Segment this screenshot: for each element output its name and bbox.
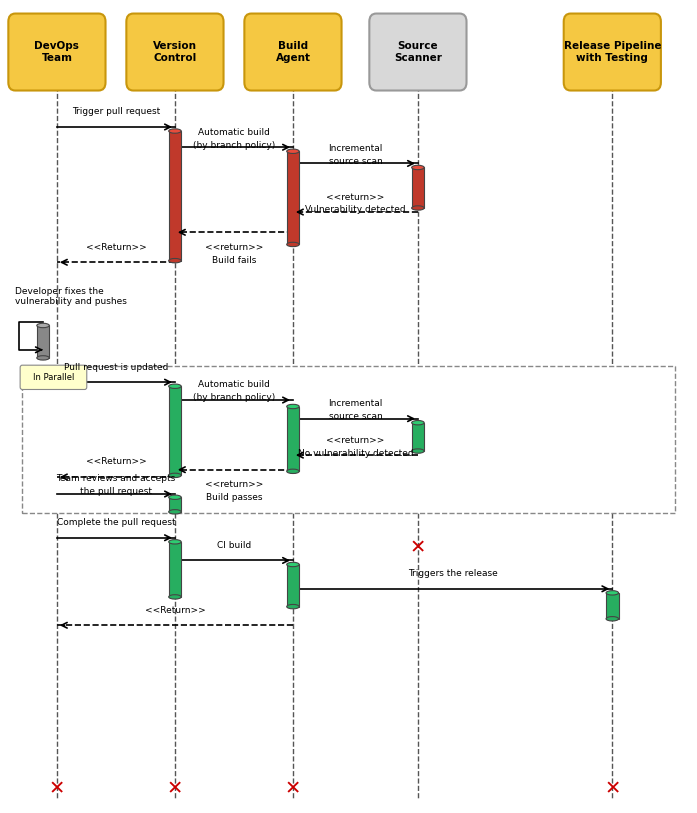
Ellipse shape — [169, 473, 181, 477]
Text: CI build: CI build — [217, 541, 251, 550]
Text: Source
Scanner: Source Scanner — [394, 41, 442, 63]
Ellipse shape — [412, 206, 424, 211]
Text: Build fails: Build fails — [212, 256, 256, 265]
Text: Version
Control: Version Control — [153, 41, 197, 63]
Text: DevOps
Team: DevOps Team — [34, 41, 79, 63]
Bar — [412, 167, 424, 208]
Ellipse shape — [169, 128, 181, 133]
Ellipse shape — [286, 469, 299, 473]
Ellipse shape — [412, 449, 424, 454]
Ellipse shape — [606, 591, 618, 595]
Ellipse shape — [286, 149, 299, 154]
FancyBboxPatch shape — [8, 14, 105, 90]
Bar — [606, 593, 618, 619]
Bar — [169, 386, 181, 476]
Text: ✕: ✕ — [49, 780, 65, 798]
Ellipse shape — [286, 242, 299, 246]
Text: <<return>>: <<return>> — [205, 480, 263, 489]
Bar — [169, 498, 181, 512]
Text: Automatic build: Automatic build — [198, 128, 270, 137]
FancyBboxPatch shape — [245, 14, 342, 90]
Text: Pull request is updated: Pull request is updated — [63, 363, 168, 372]
Text: source scan: source scan — [328, 157, 383, 166]
Ellipse shape — [606, 616, 618, 621]
Bar — [169, 541, 181, 597]
Ellipse shape — [169, 540, 181, 544]
Text: <<return>>: <<return>> — [326, 436, 385, 445]
Bar — [169, 131, 181, 261]
Ellipse shape — [412, 165, 424, 170]
Text: (by branch policy): (by branch policy) — [193, 393, 275, 402]
Bar — [286, 151, 299, 245]
Text: Automatic build: Automatic build — [198, 380, 270, 389]
Bar — [37, 325, 49, 358]
Text: Trigger pull request: Trigger pull request — [72, 107, 160, 116]
Bar — [412, 423, 424, 451]
FancyBboxPatch shape — [369, 14, 466, 90]
Text: Triggers the release: Triggers the release — [408, 569, 498, 578]
Bar — [286, 406, 299, 472]
Text: (by branch policy): (by branch policy) — [193, 141, 275, 150]
Text: ✕: ✕ — [410, 539, 426, 558]
Ellipse shape — [286, 404, 299, 409]
Text: Vulnerability detected: Vulnerability detected — [305, 206, 406, 215]
Text: <<Return>>: <<Return>> — [86, 243, 146, 252]
Text: Team reviews and accepts: Team reviews and accepts — [56, 475, 176, 484]
Text: In Parallel: In Parallel — [33, 373, 74, 382]
Text: Build
Agent: Build Agent — [275, 41, 310, 63]
Text: ✕: ✕ — [604, 780, 620, 798]
FancyBboxPatch shape — [22, 366, 675, 514]
Text: No vulnerability detected: No vulnerability detected — [298, 449, 413, 458]
Text: source scan: source scan — [328, 412, 383, 421]
Ellipse shape — [169, 384, 181, 389]
Text: <<return>>: <<return>> — [205, 243, 263, 252]
Ellipse shape — [169, 595, 181, 599]
Ellipse shape — [169, 510, 181, 514]
FancyBboxPatch shape — [20, 365, 87, 389]
Text: Incremental: Incremental — [328, 144, 383, 153]
Text: <<Return>>: <<Return>> — [86, 458, 146, 467]
Text: Release Pipeline
with Testing: Release Pipeline with Testing — [564, 41, 661, 63]
Text: Developer fixes the
vulnerability and pushes: Developer fixes the vulnerability and pu… — [15, 287, 127, 306]
Text: Build passes: Build passes — [206, 493, 262, 502]
Text: ✕: ✕ — [285, 780, 301, 798]
FancyBboxPatch shape — [564, 14, 661, 90]
Ellipse shape — [37, 356, 49, 360]
Text: ✕: ✕ — [167, 780, 183, 798]
Ellipse shape — [169, 495, 181, 499]
Ellipse shape — [412, 420, 424, 425]
Text: the pull request: the pull request — [80, 488, 152, 497]
Ellipse shape — [286, 604, 299, 609]
Text: Complete the pull request: Complete the pull request — [56, 518, 175, 527]
Text: Incremental: Incremental — [328, 399, 383, 408]
Text: <<Return>>: <<Return>> — [144, 606, 206, 615]
Ellipse shape — [286, 563, 299, 567]
Text: <<return>>: <<return>> — [326, 193, 385, 202]
FancyBboxPatch shape — [126, 14, 224, 90]
Ellipse shape — [169, 259, 181, 263]
Ellipse shape — [37, 324, 49, 328]
Bar — [286, 564, 299, 606]
